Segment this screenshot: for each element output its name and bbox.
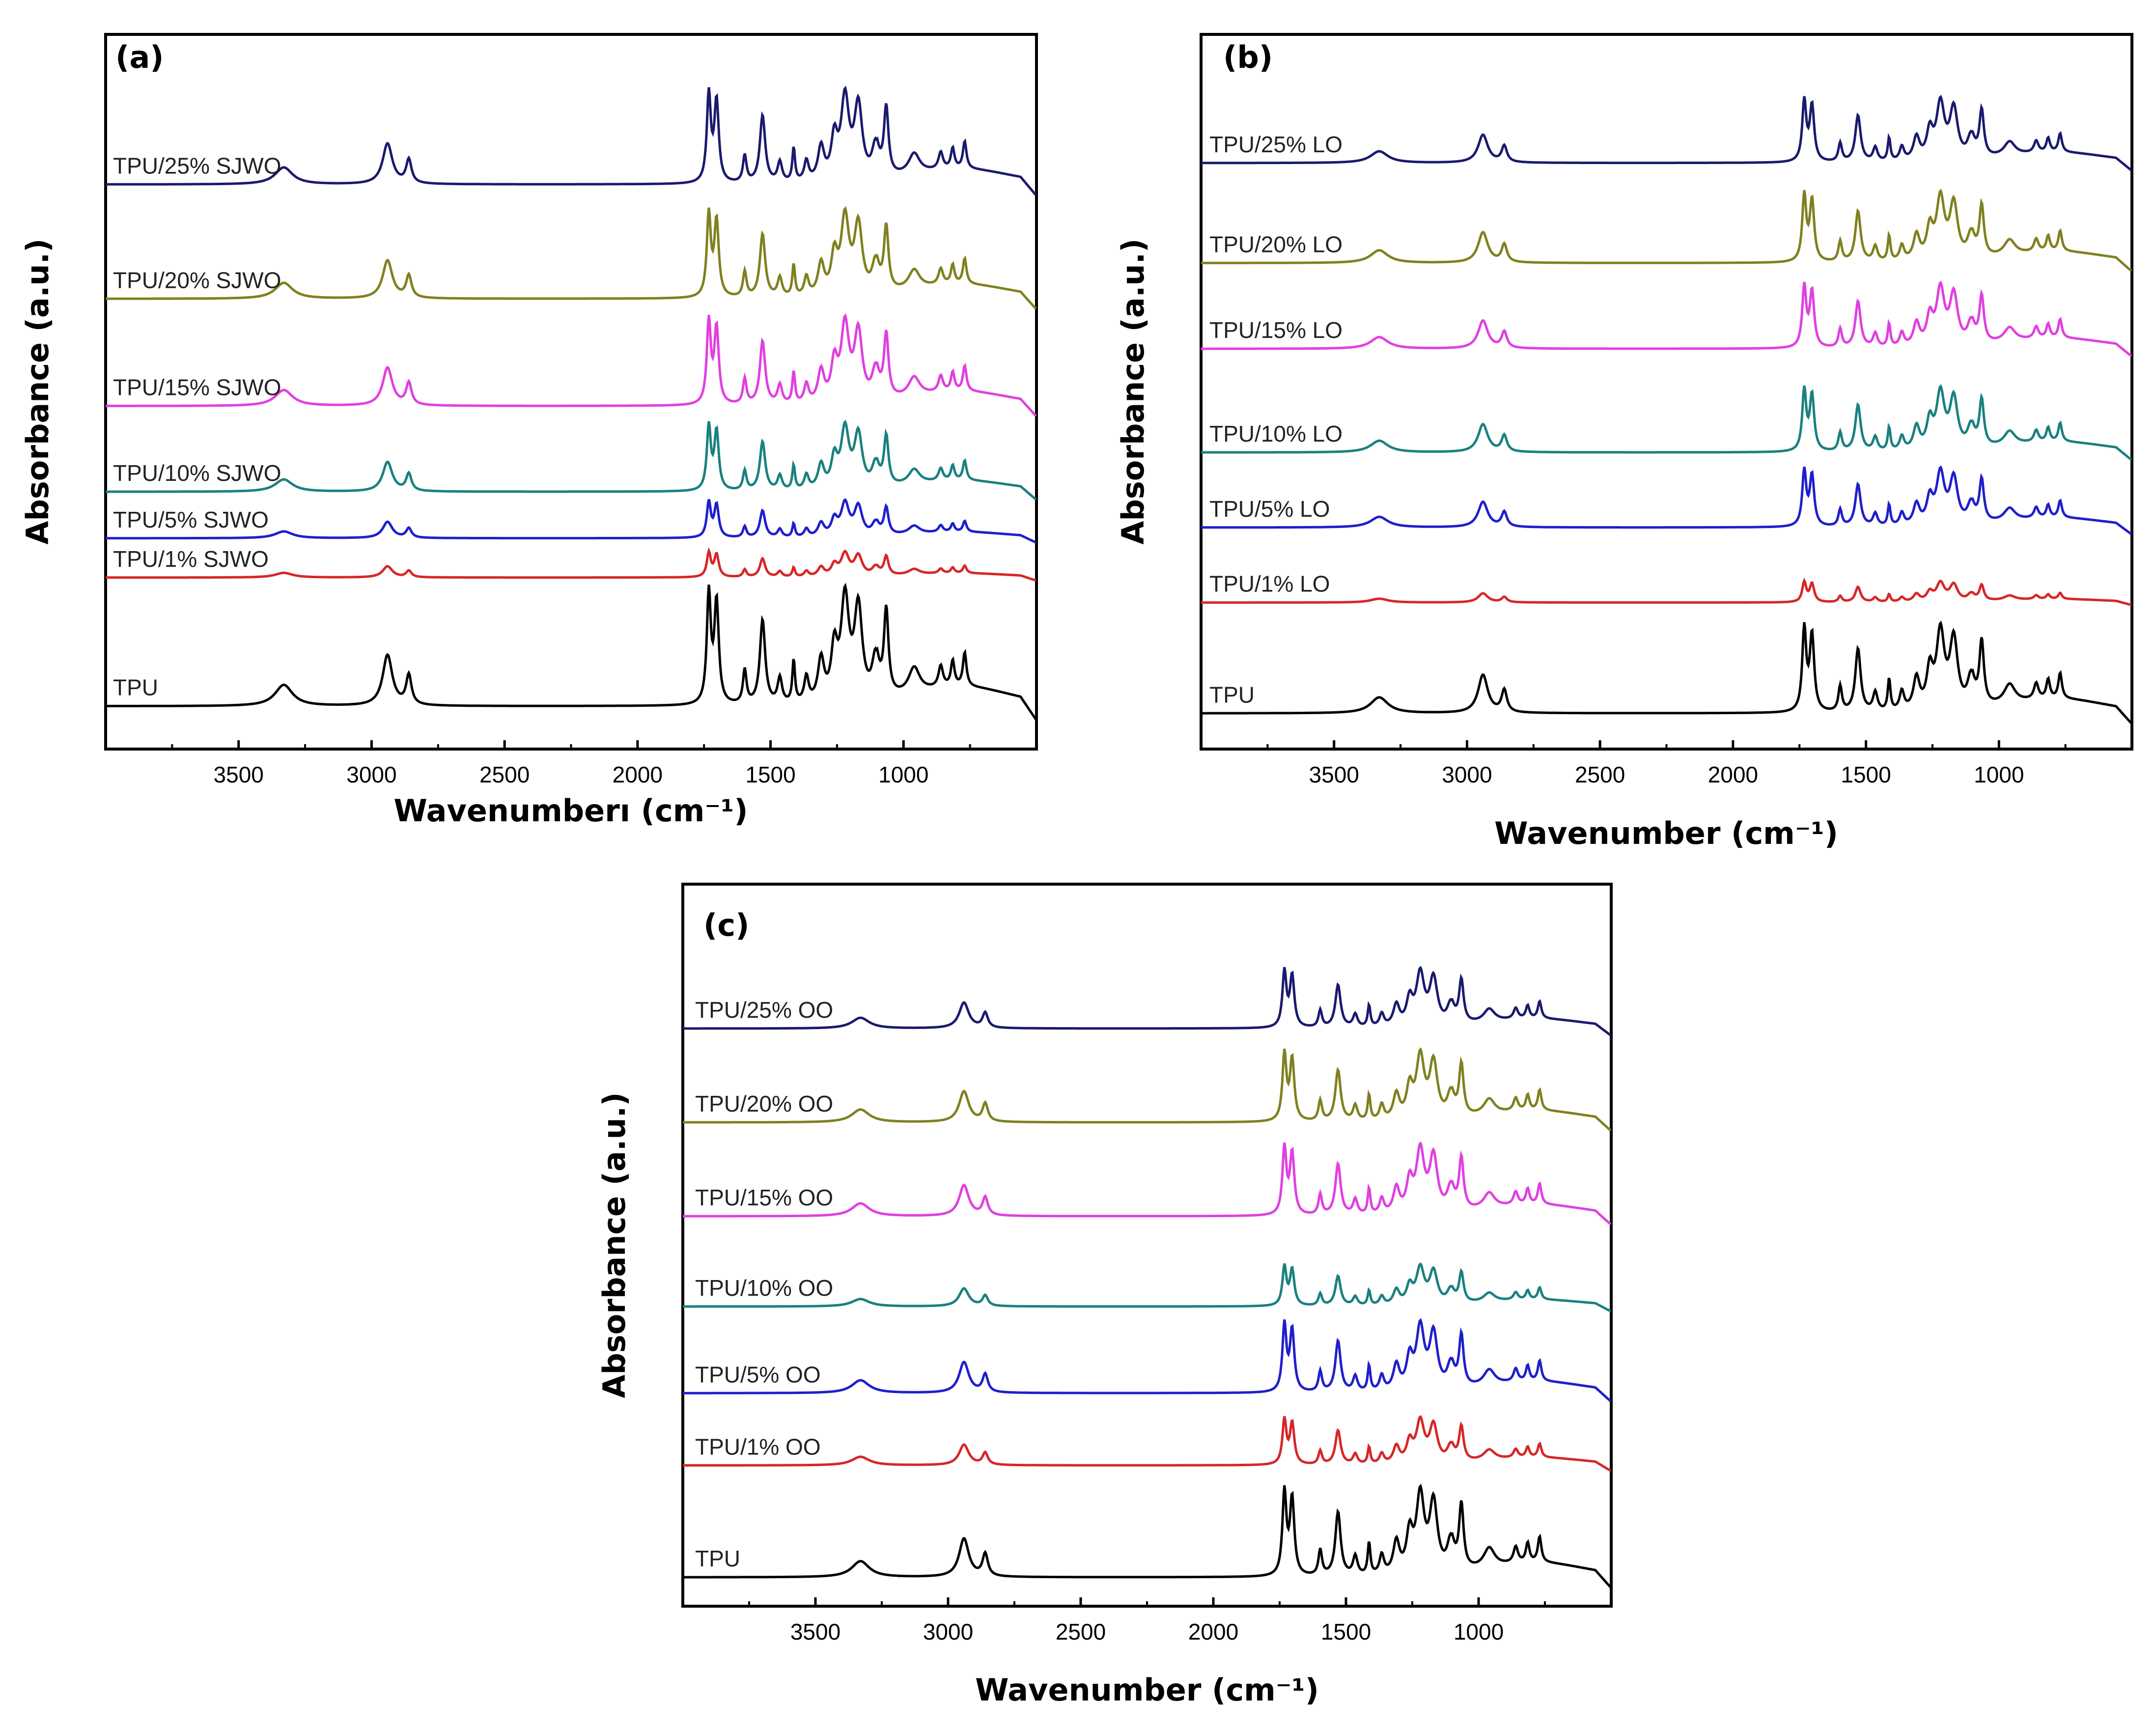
panel-a-xtick-2-label: 2500 (479, 762, 530, 787)
panel-b-series-group: TPU TPU/1% LO TPU/5% LO TPU/10% LO TPU/15% L… (1201, 95, 2132, 725)
panel-a-xtick-4-label: 1500 (745, 762, 795, 787)
panel-c-series-3-label: TPU/10% OO (695, 1275, 833, 1301)
panel-a-series-6-line (105, 85, 1037, 196)
panel-c-series-4-line (683, 1141, 1612, 1226)
panel-b-xtick-5-label: 1000 (1974, 762, 2024, 787)
panel-a-series-5-label: TPU/20% SJWO (113, 267, 281, 293)
panel-c-series-5-line (683, 1047, 1612, 1132)
panel-a-series-5-line (106, 206, 1037, 310)
panel-a-xtick-0-label: 3500 (214, 762, 264, 787)
panel-a-label: (a) (115, 39, 164, 75)
panel-c: (c) TPU TPU/1% OO TPU/5% OO TPU/10% OO TPU/1… (596, 883, 1613, 1708)
panel-c-series-4-label: TPU/15% OO (695, 1185, 833, 1210)
panel-b-xtick-4-label: 1500 (1841, 762, 1891, 787)
panel-a-xtick-5-label: 1000 (878, 762, 928, 787)
panel-b-ticks: 3500 3000 2500 2000 1500 1000 (1266, 740, 2067, 787)
panel-a-x-axis-label: Wavenumberı (cm⁻¹) (393, 793, 748, 829)
panel-a-series-1-line (106, 547, 1036, 582)
panel-c-ticks: 3500 3000 2500 2000 1500 1000 (748, 1597, 1546, 1645)
panel-b-xtick-2-label: 2500 (1575, 762, 1625, 787)
panel-a-series-0-label: TPU (113, 675, 158, 700)
panel-b-series-0-line (1201, 620, 2132, 725)
panel-c-label: (c) (703, 907, 749, 943)
panel-b-series-1-line (1201, 577, 2132, 607)
panel-c-xtick-0-label: 3500 (790, 1619, 840, 1645)
panel-c-series-0-line (683, 1483, 1612, 1589)
panel-b-x-axis-label: Wavenumber (cm⁻¹) (1494, 815, 1838, 851)
panel-a-series-3-label: TPU/10% SJWO (113, 460, 281, 486)
panel-c-series-6-line (683, 966, 1612, 1036)
panel-a-xtick-1-label: 3000 (346, 762, 396, 787)
panel-c-xtick-4-label: 1500 (1321, 1619, 1371, 1645)
panel-b-xtick-0-label: 3500 (1309, 762, 1359, 787)
panel-b-label: (b) (1223, 39, 1273, 75)
panel-c-xtick-2-label: 2500 (1056, 1619, 1106, 1645)
panel-a-ticks: 3500 3000 2500 2000 1500 1000 (171, 740, 971, 787)
panel-c-series-1-label: TPU/1% OO (695, 1434, 821, 1459)
panel-a-series-4-label: TPU/15% SJWO (113, 375, 281, 400)
panel-a-series-group: TPU TPU/1% SJWO TPU/5% SJWO TPU/10% SJWO TPU… (105, 85, 1037, 721)
panel-a-series-6-label: TPU/25% SJWO (113, 153, 281, 179)
panel-c-xtick-5-label: 1000 (1454, 1619, 1504, 1645)
panel-c-series-5-label: TPU/20% OO (695, 1091, 833, 1116)
panel-a-series-0-line (105, 583, 1037, 721)
panel-a-series-3-line (106, 419, 1037, 501)
panel-a-series-2-label: TPU/5% SJWO (113, 507, 269, 532)
panel-c-frame (681, 883, 1613, 1608)
panel-b-series-3-label: TPU/10% LO (1209, 421, 1343, 446)
panel-c-series-0-label: TPU (695, 1546, 740, 1571)
panel-a-y-axis-label: Absorbance (a.u.) (20, 239, 56, 545)
panel-b-series-5-line (1201, 189, 2132, 272)
panel-a-xtick-3-label: 2000 (613, 762, 663, 787)
panel-c-xtick-1-label: 3000 (923, 1619, 973, 1645)
panel-c-series-group: TPU TPU/1% OO TPU/5% OO TPU/10% OO TPU/15% O… (683, 966, 1612, 1589)
panel-c-series-3-line (683, 1262, 1612, 1312)
panel-b-series-3-line (1201, 384, 2132, 461)
panel-b-series-4-label: TPU/15% LO (1209, 317, 1343, 343)
panel-b: (b) TPU TPU/1% LO TPU/5% LO TPU/10% LO TPU/1… (1115, 33, 2133, 851)
panel-a-series-4-line (106, 313, 1037, 417)
panel-c-series-2-line (683, 1318, 1612, 1402)
panel-b-xtick-1-label: 3000 (1442, 762, 1492, 787)
panel-c-x-axis-label: Wavenumber (cm⁻¹) (975, 1672, 1319, 1708)
panel-b-series-1-label: TPU/1% LO (1209, 571, 1330, 597)
panel-b-series-0-label: TPU (1209, 682, 1255, 707)
panel-b-series-5-label: TPU/20% LO (1209, 232, 1343, 257)
panel-c-xtick-3-label: 2000 (1188, 1619, 1238, 1645)
panel-b-series-6-line (1201, 95, 2132, 171)
panel-c-series-6-label: TPU/25% OO (695, 997, 833, 1023)
panel-b-series-6-label: TPU/25% LO (1209, 132, 1343, 157)
panel-a: (a) TPU TPU/1% SJWO TPU/5% SJWO TPU/10% SJW… (20, 33, 1038, 829)
panel-b-series-2-line (1201, 465, 2132, 535)
panel-b-xtick-3-label: 2000 (1708, 762, 1758, 787)
panel-b-y-axis-label: Absorbance (a.u.) (1115, 239, 1151, 545)
panel-c-y-axis-label: Absorbance (a.u.) (596, 1092, 632, 1398)
panel-c-series-1-line (683, 1415, 1612, 1472)
panel-b-series-2-label: TPU/5% LO (1209, 496, 1330, 522)
panel-c-series-2-label: TPU/5% OO (695, 1362, 821, 1387)
panel-a-series-2-line (106, 498, 1036, 544)
panel-b-series-4-line (1201, 280, 2132, 358)
panel-a-series-1-label: TPU/1% SJWO (113, 546, 269, 572)
